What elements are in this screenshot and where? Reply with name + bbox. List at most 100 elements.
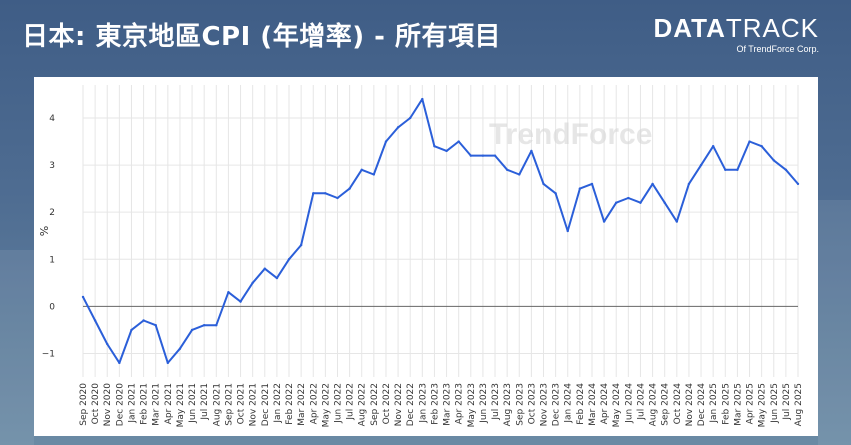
data-point: [784, 168, 788, 171]
data-point: [275, 276, 279, 280]
data-point: [445, 149, 448, 153]
x-tick-label: Jun 2021: [188, 383, 198, 424]
data-point: [396, 126, 400, 129]
x-tick-label: Jan 2025: [709, 383, 719, 424]
y-tick-label: 3: [49, 161, 55, 171]
x-tick-label: May 2022: [321, 383, 331, 427]
x-tick-label: Nov 2020: [103, 383, 113, 427]
brand-logo-data: DATA: [653, 13, 726, 43]
data-point: [542, 182, 545, 186]
x-tick-label: Nov 2022: [394, 383, 404, 426]
data-point: [360, 168, 363, 171]
data-point: [530, 149, 533, 153]
x-tick-label: Jul 2021: [200, 383, 210, 421]
x-tick-label: Apr 2021: [164, 383, 174, 424]
data-point: [202, 323, 206, 327]
x-tick-label: Jun 2024: [624, 383, 634, 424]
x-tick-label: Aug 2024: [649, 383, 659, 427]
data-point: [748, 140, 751, 143]
x-tick-label: Mar 2021: [152, 383, 162, 426]
data-point: [324, 192, 327, 195]
x-tick-label: Aug 2022: [358, 383, 368, 426]
y-tick-label: −1: [42, 349, 55, 359]
data-point: [299, 243, 303, 247]
x-tick-label: Sep 2020: [79, 383, 89, 426]
data-point: [796, 182, 800, 186]
data-point: [590, 182, 594, 186]
y-tick-label: 1: [49, 255, 55, 265]
x-tick-label: May 2025: [758, 383, 768, 427]
x-tick-label: Oct 2023: [527, 383, 537, 424]
x-tick-label: Oct 2022: [382, 383, 392, 424]
data-point: [566, 229, 569, 233]
x-tick-label: Nov 2024: [685, 383, 695, 427]
data-point: [687, 182, 691, 186]
x-tick-label: Jun 2022: [333, 383, 343, 424]
data-point: [663, 201, 666, 204]
x-tick-label: Sep 2022: [370, 383, 380, 426]
x-tick-label: Feb 2021: [140, 383, 150, 425]
x-tick-label: Jul 2025: [782, 383, 792, 421]
x-tick-label: Apr 2023: [455, 383, 465, 424]
x-tick-label: Nov 2021: [249, 383, 259, 426]
x-tick-label: Nov 2023: [540, 383, 550, 426]
brand-logo: DATATRACK Of TrendForce Corp.: [654, 14, 819, 54]
data-point: [81, 295, 85, 299]
brand-logo-subtitle: Of TrendForce Corp.: [736, 44, 819, 54]
data-point: [699, 163, 703, 167]
series-line: [82, 98, 799, 364]
data-point: [409, 116, 412, 120]
data-point: [518, 173, 521, 176]
watermark: TrendForce: [489, 118, 652, 151]
chart-panel: TrendForce −1 0 1 2 3 4% Sep 2020 Oct 2020 Nov 2…: [34, 77, 818, 436]
x-tick-label: Feb 2023: [430, 383, 440, 425]
data-point: [130, 328, 133, 332]
y-tick-label: 2: [49, 208, 55, 218]
data-point: [251, 281, 254, 285]
x-tick-label: Sep 2021: [224, 383, 234, 426]
x-tick-label: Jan 2022: [273, 383, 283, 424]
data-point: [736, 168, 739, 171]
x-tick-label: Feb 2025: [721, 383, 731, 425]
data-point: [384, 140, 388, 143]
x-tick-label: Aug 2025: [794, 383, 804, 426]
data-point: [457, 140, 460, 143]
x-tick-label: Jul 2022: [346, 383, 356, 421]
data-point: [372, 173, 376, 176]
page-title: 日本: 東京地區CPI (年增率) - 所有項目: [22, 22, 501, 52]
data-point: [215, 323, 218, 327]
brand-logo-track: TRACK: [725, 13, 819, 43]
x-tick-label: Aug 2023: [503, 383, 513, 426]
x-tick-label: Oct 2020: [91, 383, 101, 425]
x-tick-label: Mar 2025: [733, 383, 743, 426]
x-tick-label: May 2023: [467, 383, 477, 427]
x-tick-label: Mar 2022: [297, 383, 307, 426]
data-point: [711, 145, 715, 148]
background-building: [0, 250, 34, 445]
x-tick-label: Feb 2022: [285, 383, 295, 425]
data-point: [287, 258, 291, 261]
x-tick-label: Jun 2023: [479, 383, 489, 424]
data-point: [227, 291, 230, 294]
x-tick-label: May 2021: [176, 383, 186, 427]
x-tick-label: Mar 2024: [588, 383, 598, 426]
data-point: [554, 192, 557, 195]
x-tick-label: Dec 2023: [552, 383, 562, 426]
y-tick-label: 0: [49, 302, 55, 312]
data-point: [348, 187, 351, 190]
x-tick-label: Dec 2024: [697, 383, 707, 426]
data-point: [190, 328, 194, 332]
data-point: [651, 182, 654, 186]
y-axis-label: %: [38, 226, 51, 236]
data-point: [178, 347, 182, 350]
x-tick-label: Jul 2023: [491, 383, 501, 421]
data-point: [481, 154, 485, 157]
x-tick-label: Mar 2023: [443, 383, 453, 426]
x-tick-label: Sep 2024: [661, 383, 671, 426]
data-point: [627, 196, 630, 200]
x-tick-label: Jul 2024: [636, 383, 646, 421]
data-point: [142, 319, 145, 322]
x-tick-label: Sep 2023: [515, 383, 525, 426]
data-point: [772, 159, 775, 162]
data-point: [505, 168, 509, 171]
